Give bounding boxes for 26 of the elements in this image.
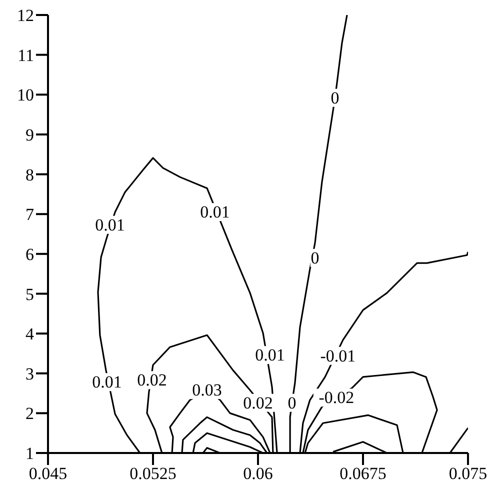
y-tick-label: 4 — [26, 324, 34, 344]
annotation: 0.02 — [243, 393, 273, 412]
annotation: -0.01 — [320, 346, 356, 366]
y-tick-label: 6 — [26, 244, 34, 264]
y-tick-label: 10 — [17, 86, 34, 105]
x-tick-label: 0.075 — [448, 464, 488, 484]
annotation: 0.01 — [255, 346, 285, 365]
annotation: 0.01 — [95, 215, 125, 234]
y-tick-label: 11 — [18, 46, 34, 65]
y-tick-label: 1 — [26, 444, 34, 464]
annotation: -0.02 — [318, 388, 354, 408]
y-tick-label: 2 — [26, 404, 34, 424]
y-tick-label: 8 — [26, 165, 34, 184]
x-tick-label: 0.0525 — [130, 464, 176, 484]
x-tick-label: 0.06 — [243, 464, 273, 484]
y-tick-label: 12 — [17, 6, 34, 26]
annotation: 0 — [310, 248, 320, 268]
annotation: 0.01 — [200, 202, 230, 222]
x-tick-label: 0.0675 — [340, 464, 386, 484]
y-tick-label: 9 — [26, 125, 34, 144]
y-tick-label: 5 — [26, 284, 34, 304]
x-tick-label: 0.045 — [28, 464, 68, 484]
annotation: 0.02 — [137, 370, 167, 390]
y-tick-label: 7 — [26, 205, 34, 224]
y-tick-label: 3 — [26, 364, 34, 384]
annotation: 0.01 — [92, 372, 122, 392]
